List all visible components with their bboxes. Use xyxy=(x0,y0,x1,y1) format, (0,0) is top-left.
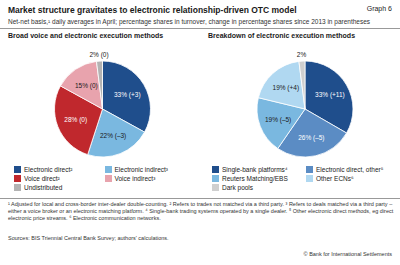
svg-text:33% (+11): 33% (+11) xyxy=(315,91,345,99)
svg-text:33% (+3): 33% (+3) xyxy=(114,91,141,99)
html-text:Dark pools: Dark pools xyxy=(222,184,254,191)
svg-text:26% (–5): 26% (–5) xyxy=(298,134,324,142)
html-text:Single-bank platforms⁴: Single-bank platforms⁴ xyxy=(222,166,288,173)
svg-text:2%: 2% xyxy=(297,51,307,58)
html-text:Breakdown of electronic execut: Breakdown of electronic execution method… xyxy=(208,32,355,39)
html-text:Sources: BIS Triennial Central: Sources: BIS Triennial Central Bank Surv… xyxy=(8,235,169,241)
svg-text:15% (0): 15% (0) xyxy=(75,82,98,90)
html-text:¹ Adjusted for local and cross: ¹ Adjusted for local and cross-border in… xyxy=(8,201,394,221)
html-text:Reuters Matching/EBS: Reuters Matching/EBS xyxy=(222,175,288,182)
html-text:Voice indirect³: Voice indirect³ xyxy=(114,175,156,182)
html-text:Graph 6: Graph 6 xyxy=(366,5,392,12)
html-text:Electronic direct, other⁵: Electronic direct, other⁵ xyxy=(316,166,384,173)
svg-text:19% (+4): 19% (+4) xyxy=(273,84,300,92)
html-text:Net-net basis,¹ daily averages: Net-net basis,¹ daily averages in April;… xyxy=(8,18,371,25)
html-text:Broad voice and electronic exe: Broad voice and electronic execution met… xyxy=(8,32,164,39)
svg-text:2% (0): 2% (0) xyxy=(89,51,108,59)
html-text:Electronic direct²: Electronic direct² xyxy=(24,166,73,173)
svg-text:19% (–5): 19% (–5) xyxy=(265,116,291,124)
html-text:Undistributed: Undistributed xyxy=(24,184,63,191)
html-text:Voice direct²: Voice direct² xyxy=(24,175,60,182)
html-text:Market structure gravitates to: Market structure gravitates to electroni… xyxy=(8,5,297,15)
html-text:Electronic indirect³: Electronic indirect³ xyxy=(114,166,168,173)
html-text:Other ECNs⁶: Other ECNs⁶ xyxy=(316,175,354,182)
svg-text:22% (–3): 22% (–3) xyxy=(100,132,126,140)
svg-text:28% (0): 28% (0) xyxy=(64,116,87,124)
html-text:© Bank for International Settl: © Bank for International Settlements xyxy=(303,251,392,257)
